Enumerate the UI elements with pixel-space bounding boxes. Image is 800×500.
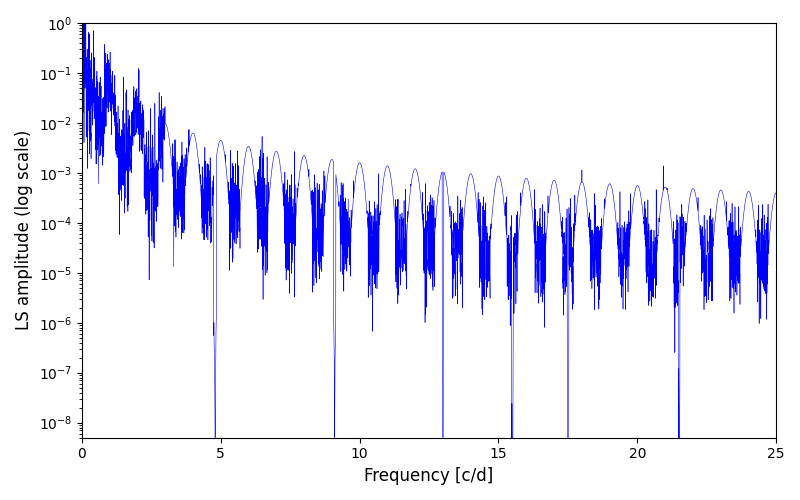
Y-axis label: LS amplitude (log scale): LS amplitude (log scale)	[15, 130, 33, 330]
X-axis label: Frequency [c/d]: Frequency [c/d]	[364, 467, 494, 485]
